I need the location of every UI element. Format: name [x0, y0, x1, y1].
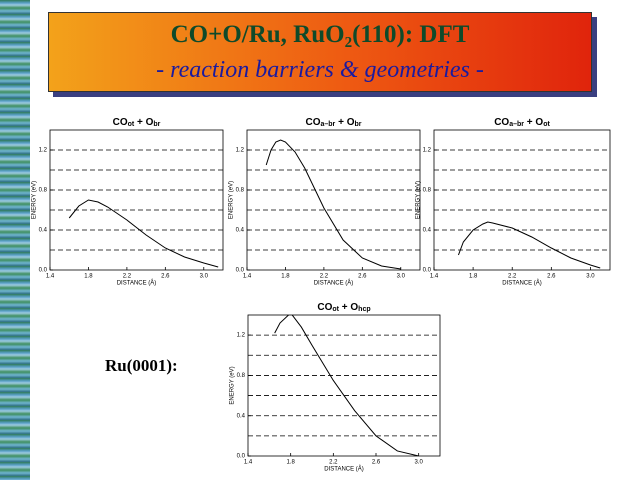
y-tick-label: 0.8 [236, 188, 245, 194]
y-tick-label: 0.8 [423, 188, 432, 194]
y-tick-label: 1.2 [237, 333, 246, 339]
x-tick-label: 1.8 [469, 274, 478, 280]
title-subscript: a–br [321, 121, 336, 128]
x-tick-label: 3.0 [414, 460, 423, 466]
chart: COot + Obr 0.0 0.4 0.8 1.2 1.4 1.8 2.2 2.6 3.0 DIS… [32, 117, 224, 287]
title-text: CO [306, 117, 321, 128]
y-tick-label: 1.2 [236, 148, 245, 154]
title-subscript: br [354, 121, 361, 128]
x-axis-label: DISTANCE (Å) [324, 466, 364, 473]
title-text: CO [494, 117, 509, 128]
y-tick-label: 0.0 [237, 454, 246, 460]
chart-title: COot + Ohcp [317, 302, 370, 313]
title-text: + O [335, 117, 354, 128]
chart-title: COot + Obr [113, 117, 161, 128]
y-tick-label: 0.4 [236, 228, 245, 234]
title-box: CO+O/Ru, RuO₂(110): DFT - reaction barri… [48, 12, 592, 92]
x-tick-label: 1.8 [286, 460, 295, 466]
x-tick-label: 1.4 [243, 274, 252, 280]
plot-frame [246, 129, 421, 271]
energy-curve [68, 199, 219, 268]
x-tick-label: 2.6 [161, 274, 170, 280]
y-axis-label: ENERGY (eV) [229, 181, 235, 219]
energy-curve [457, 221, 601, 269]
x-tick-label: 1.8 [281, 274, 290, 280]
energy-curve [274, 315, 419, 456]
x-tick-label: 2.2 [508, 274, 517, 280]
title-subscript: a–br [509, 121, 524, 128]
side-label: Ru(0001): [105, 356, 178, 375]
y-tick-label: 0.0 [236, 268, 245, 274]
x-axis-label: DISTANCE (Å) [502, 280, 542, 287]
x-tick-label: 2.6 [372, 460, 381, 466]
title-subscript: ot [332, 306, 339, 313]
x-axis-label: DISTANCE (Å) [117, 280, 157, 287]
x-tick-label: 2.2 [329, 460, 338, 466]
title-text: CO [317, 302, 332, 313]
x-axis-label: DISTANCE (Å) [314, 280, 354, 287]
y-axis-label: ENERGY (eV) [32, 181, 38, 219]
x-tick-label: 3.0 [200, 274, 209, 280]
x-tick-label: 2.2 [320, 274, 329, 280]
chart-title: COa–br + Oot [494, 117, 550, 128]
y-tick-label: 0.0 [39, 268, 48, 274]
y-tick-label: 0.0 [423, 268, 432, 274]
y-tick-label: 0.4 [39, 228, 48, 234]
plot-frame [49, 129, 224, 271]
decorative-stripe [0, 0, 30, 480]
plot-frame [247, 314, 441, 457]
title-subscript: br [153, 121, 160, 128]
x-tick-label: 2.6 [358, 274, 367, 280]
chart: COa–br + Obr 0.0 0.4 0.8 1.2 1.4 1.8 2.2 2.6 3.0 D… [229, 117, 421, 287]
x-tick-label: 3.0 [397, 274, 406, 280]
x-tick-label: 1.4 [244, 460, 253, 466]
chart: COot + Ohcp 0.0 0.4 0.8 1.2 1.4 1.8 2.2 2.6 3.0 DI… [230, 302, 441, 473]
title-subscript: ot [128, 121, 135, 128]
y-tick-label: 1.2 [39, 148, 48, 154]
x-tick-label: 3.0 [586, 274, 595, 280]
slide-subtitle: - reaction barriers & geometries - [156, 57, 484, 83]
title-text: CO [113, 117, 128, 128]
x-tick-label: 2.2 [123, 274, 132, 280]
title-text: + O [524, 117, 543, 128]
x-tick-label: 1.4 [430, 274, 439, 280]
y-axis-label: ENERGY (eV) [230, 366, 236, 404]
x-tick-label: 2.6 [547, 274, 556, 280]
plot-frame [433, 129, 611, 271]
y-axis-label: ENERGY (eV) [416, 181, 422, 219]
title-subscript: ot [543, 121, 550, 128]
slide-title: CO+O/Ru, RuO₂(110): DFT [170, 21, 470, 48]
title-subscript: hcp [358, 306, 370, 313]
x-tick-label: 1.8 [84, 274, 93, 280]
y-tick-label: 1.2 [423, 148, 432, 154]
y-tick-label: 0.8 [39, 188, 48, 194]
y-tick-label: 0.8 [237, 373, 246, 379]
title-text: + O [339, 302, 358, 313]
chart-title: COa–br + Obr [306, 117, 362, 128]
x-tick-label: 1.4 [46, 274, 55, 280]
y-tick-label: 0.4 [423, 228, 432, 234]
chart: COa–br + Oot 0.0 0.4 0.8 1.2 1.4 1.8 2.2 2.6 3.0 D… [416, 117, 611, 287]
title-text: + O [134, 117, 153, 128]
energy-curve [265, 139, 401, 270]
y-tick-label: 0.4 [237, 413, 246, 419]
